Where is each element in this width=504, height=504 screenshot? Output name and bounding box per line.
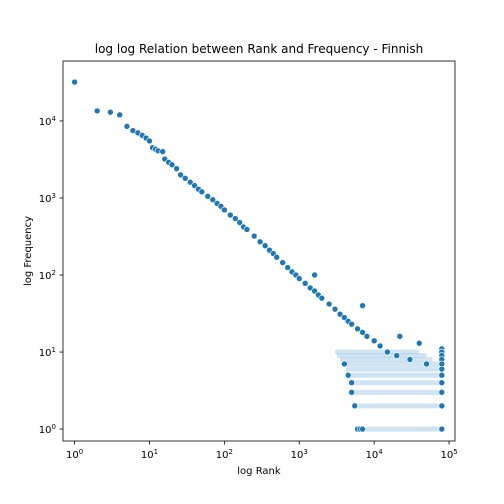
data-point-31 xyxy=(236,219,243,226)
data-point-25 xyxy=(209,196,217,203)
data-point-59 xyxy=(370,337,378,345)
data-point-78 xyxy=(438,389,446,396)
data-point-24 xyxy=(204,193,212,200)
data-point-87 xyxy=(359,425,366,433)
data-point-61 xyxy=(384,348,391,356)
data-point-63 xyxy=(406,356,414,363)
data-point-2 xyxy=(107,108,114,116)
data-point-80 xyxy=(438,425,446,433)
data-point-45 xyxy=(301,280,309,287)
data-point-51 xyxy=(331,305,339,313)
data-point-18 xyxy=(177,171,184,179)
data-point-50 xyxy=(325,300,333,308)
data-point-62 xyxy=(393,352,401,359)
data-point-57 xyxy=(359,329,366,336)
data-point-75 xyxy=(438,365,446,373)
data-point-20 xyxy=(186,178,194,186)
data-point-23 xyxy=(198,188,206,196)
data-point-17 xyxy=(173,165,180,172)
data-point-60 xyxy=(376,342,384,350)
y-axis: 100 101 102 103 104 xyxy=(39,115,63,436)
data-point-9 xyxy=(146,137,153,145)
y-tick-label-2: 102 xyxy=(39,269,56,282)
data-point-52 xyxy=(336,310,344,318)
data-point-79 xyxy=(438,402,446,410)
data-point-69 xyxy=(415,339,423,347)
data-point-16 xyxy=(168,161,176,169)
data-point-44 xyxy=(295,275,303,282)
data-point-76 xyxy=(438,371,446,379)
data-point-84 xyxy=(351,402,359,410)
data-point-68 xyxy=(396,333,404,340)
band-layer xyxy=(335,349,442,432)
data-point-41 xyxy=(284,264,291,271)
data-point-47 xyxy=(311,287,318,295)
data-point-36 xyxy=(261,242,269,250)
data-point-82 xyxy=(348,379,355,386)
y-axis-label: log Frequency xyxy=(23,216,34,286)
data-point-3 xyxy=(116,111,123,119)
plot-frame xyxy=(62,60,456,442)
data-point-28 xyxy=(221,206,228,214)
x-tick-label-2: 102 xyxy=(216,448,233,461)
data-point-40 xyxy=(279,259,286,266)
x-tick-label-4: 104 xyxy=(366,448,384,461)
data-point-33 xyxy=(243,226,251,233)
data-point-4 xyxy=(123,123,131,130)
data-point-49 xyxy=(318,294,326,302)
y-tick-label-1: 101 xyxy=(39,346,56,359)
data-point-34 xyxy=(250,232,258,240)
chart-title: log log Relation between Rank and Freque… xyxy=(95,42,424,56)
x-axis: 100 101 102 103 104 105 xyxy=(66,441,458,461)
data-point-56 xyxy=(354,325,361,333)
data-point-0 xyxy=(71,78,78,86)
data-point-19 xyxy=(181,175,189,182)
data-point-67 xyxy=(359,302,366,309)
data-point-77 xyxy=(438,379,446,386)
data-point-83 xyxy=(348,389,355,396)
point-layer xyxy=(71,78,446,433)
data-point-39 xyxy=(273,253,281,261)
data-point-30 xyxy=(232,215,239,222)
data-point-58 xyxy=(363,333,371,340)
x-tick-label-1: 101 xyxy=(141,448,158,461)
x-tick-label-3: 103 xyxy=(291,448,308,461)
data-point-81 xyxy=(344,371,352,379)
data-point-35 xyxy=(256,238,264,246)
y-tick-label-4: 104 xyxy=(39,115,57,128)
data-point-64 xyxy=(423,360,430,368)
x-tick-label-0: 100 xyxy=(66,448,83,461)
y-tick-label-3: 103 xyxy=(39,192,56,205)
data-point-1 xyxy=(93,107,101,115)
y-tick-label-0: 100 xyxy=(39,423,56,436)
data-point-13 xyxy=(159,148,166,155)
x-tick-label-5: 105 xyxy=(440,448,457,461)
x-axis-label: log Rank xyxy=(237,466,281,477)
data-point-29 xyxy=(227,211,234,219)
data-point-55 xyxy=(348,320,355,328)
data-point-88 xyxy=(341,360,348,368)
data-point-66 xyxy=(311,271,318,279)
